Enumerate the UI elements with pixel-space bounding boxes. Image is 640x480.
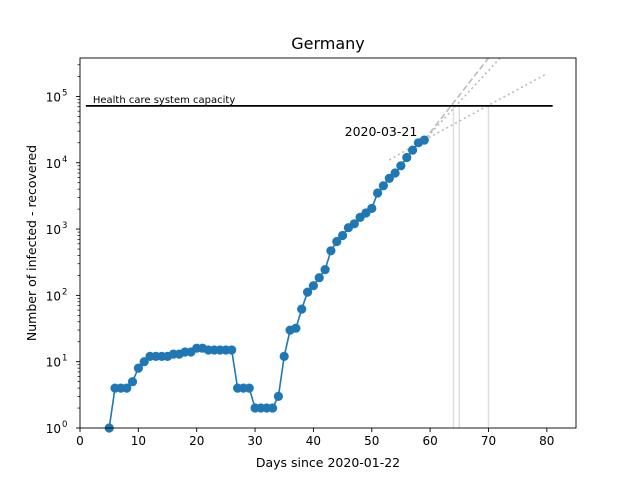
data-point [396, 161, 406, 171]
date-annotation: 2020-03-21 [345, 124, 418, 139]
data-point [320, 265, 330, 275]
data-point [308, 281, 318, 291]
series-points [104, 135, 429, 433]
y-tick-label: 10 [46, 157, 61, 171]
data-point [291, 323, 301, 333]
projection-line [423, 72, 548, 141]
projection-line [423, 57, 490, 141]
data-point [227, 345, 237, 355]
y-tick-exponent: 2 [62, 287, 67, 297]
x-tick-label: 0 [76, 434, 84, 448]
data-point [314, 273, 324, 283]
data-point [402, 152, 412, 163]
x-axis-ticks: 0 10 20 30 40 50 60 70 80 [76, 428, 554, 448]
x-axis-label: Days since 2020-01-22 [256, 455, 400, 470]
data-point [122, 383, 132, 393]
data-point [139, 357, 149, 367]
data-point [297, 304, 307, 314]
data-point [133, 363, 143, 373]
data-point [268, 403, 278, 413]
x-tick-label: 20 [189, 434, 204, 448]
x-tick-label: 40 [306, 434, 321, 448]
x-tick-label: 60 [422, 434, 437, 448]
x-tick-label: 80 [539, 434, 554, 448]
y-tick-exponent: 3 [62, 221, 67, 231]
y-tick-label: 10 [46, 356, 61, 370]
data-point [127, 377, 138, 387]
x-tick-label: 70 [481, 434, 496, 448]
y-tick-label: 10 [46, 422, 61, 436]
data-point [367, 203, 377, 213]
data-point [349, 219, 359, 229]
data-point [338, 230, 348, 241]
data-point [373, 188, 383, 198]
data-point [273, 391, 283, 401]
y-tick-label: 10 [46, 223, 61, 237]
chart-title: Germany [291, 34, 365, 53]
data-point [303, 287, 313, 297]
y-tick-exponent: 5 [62, 88, 67, 98]
y-tick-label: 10 [46, 90, 61, 104]
data-point [390, 168, 400, 178]
data-point [419, 135, 429, 145]
y-tick-exponent: 1 [62, 354, 67, 364]
data-point [384, 173, 394, 183]
projection-vlines [452, 105, 490, 428]
data-point [408, 145, 418, 155]
x-tick-label: 50 [364, 434, 379, 448]
y-tick-exponent: 4 [62, 155, 67, 165]
data-point [326, 246, 336, 256]
data-point [378, 181, 388, 191]
y-axis-label: Number of infected - recovered [24, 145, 39, 341]
data-point [279, 351, 289, 361]
axes-frame [79, 57, 577, 429]
capacity-label: Health care system capacity [93, 95, 235, 106]
y-tick-label: 10 [46, 289, 61, 303]
data-point [332, 236, 342, 247]
data-point [244, 383, 254, 393]
x-tick-label: 10 [131, 434, 146, 448]
y-tick-exponent: 0 [62, 420, 67, 430]
x-tick-label: 30 [247, 434, 262, 448]
